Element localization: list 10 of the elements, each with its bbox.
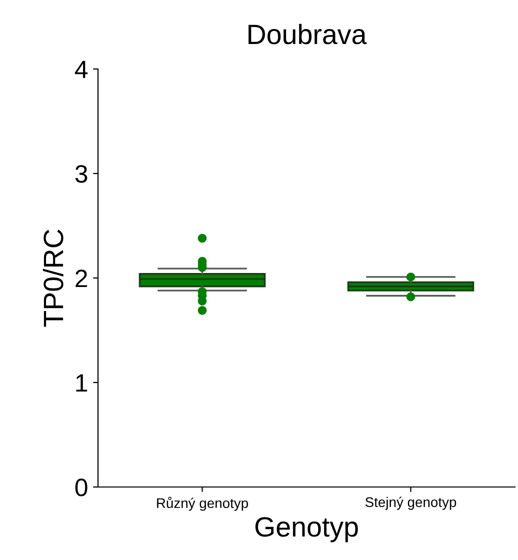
y-tick-label: 2: [76, 270, 88, 288]
chart-title: Doubrava: [248, 24, 367, 44]
y-tick-label: 4: [74, 60, 88, 78]
y-axis-title: TP0/RC: [42, 230, 64, 327]
x-tick-label: Různý genotyp: [157, 496, 248, 511]
x-tick-label: Stejný genotyp: [365, 496, 456, 510]
y-tick-label: 3: [75, 165, 88, 183]
x-axis-title: Genotyp: [255, 517, 358, 542]
y-tick-label: 0: [75, 478, 88, 496]
y-tick-label: 1: [76, 374, 88, 392]
